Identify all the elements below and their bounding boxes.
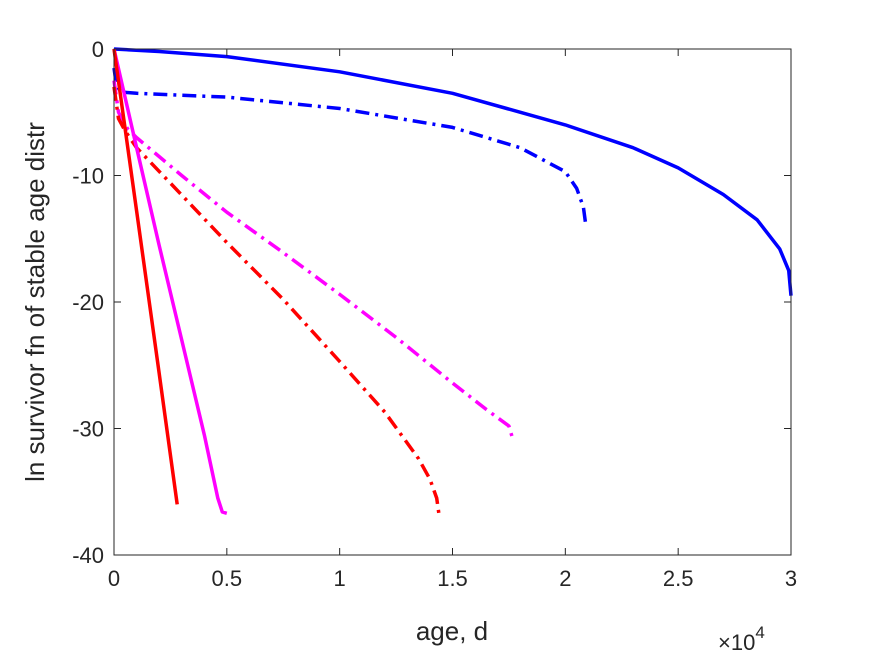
x-tick-label: 2 [559, 566, 571, 591]
y-tick-label: -10 [72, 164, 104, 189]
series-line-3 [112, 80, 516, 442]
x-tick-label: 1.5 [437, 566, 468, 591]
x-axis-label: age, d [416, 616, 488, 646]
x-tick-label: 1 [334, 566, 346, 591]
ticks-layer: 0 0.5 1 1.5 2 2.5 3 0 -10 -20 -30 -40 [72, 37, 797, 591]
y-axis-label: ln survivor fn of stable age distr [20, 122, 50, 482]
series-layer [112, 47, 793, 515]
series-line-1 [113, 47, 793, 296]
y-tick-label: -40 [72, 543, 104, 568]
x-tick-label: 0.5 [212, 566, 243, 591]
y-tick-label: -20 [72, 290, 104, 315]
series-line-6 [112, 48, 179, 505]
x-tick-label: 0 [108, 566, 120, 591]
x-axis-multiplier-exponent: 4 [755, 623, 764, 642]
x-tick-label: 3 [785, 566, 797, 591]
x-axis-multiplier: ×104 [718, 623, 765, 655]
y-tick-label: 0 [92, 37, 104, 62]
x-axis-multiplier-base: ×10 [718, 630, 755, 655]
plot-area [114, 49, 791, 555]
x-tick-label: 2.5 [663, 566, 694, 591]
series-line-5 [112, 48, 228, 515]
series-line-2 [112, 67, 588, 224]
y-tick-label: -30 [72, 417, 104, 442]
